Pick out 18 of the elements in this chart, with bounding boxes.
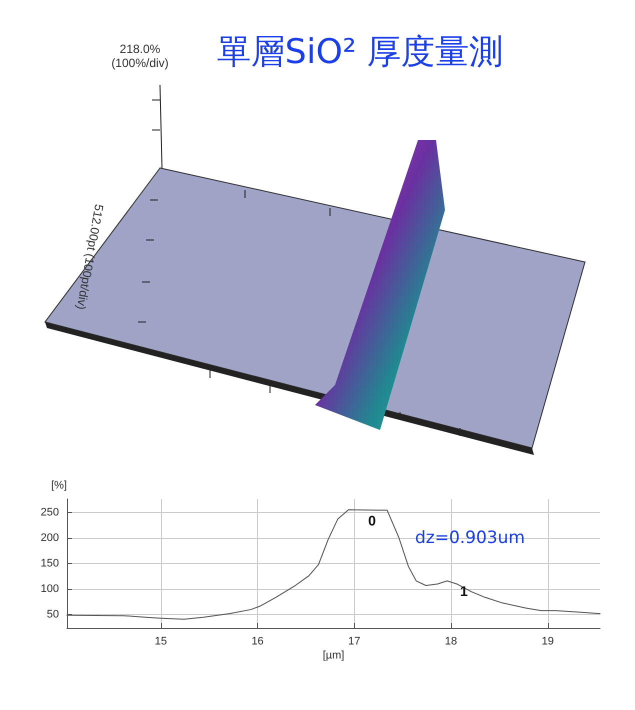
y-tick-label: 150: [40, 558, 59, 570]
y-tick-label: 50: [46, 608, 59, 621]
annotation: 0: [368, 512, 376, 528]
annotation: dz=0.903um: [415, 528, 526, 548]
x-tick-label: 18: [444, 636, 458, 648]
y-tick-label: 100: [40, 583, 59, 596]
x-tick-label: 16: [251, 636, 264, 648]
x-tick-label: 19: [542, 636, 554, 648]
x-tick-label: 17: [348, 636, 360, 648]
y-axis-title: [%]: [51, 480, 67, 492]
x-axis-title: [µm]: [322, 650, 344, 662]
y-tick-label: 200: [40, 532, 59, 544]
text: 218.0%: [118, 42, 162, 56]
y-tick-label: 250: [40, 506, 59, 518]
x-tick-label: 15: [154, 636, 167, 648]
annotation: 1: [460, 582, 468, 599]
chart-title: 單層SiO² 厚度量測: [216, 32, 504, 72]
text: (100%/div): [110, 56, 170, 70]
